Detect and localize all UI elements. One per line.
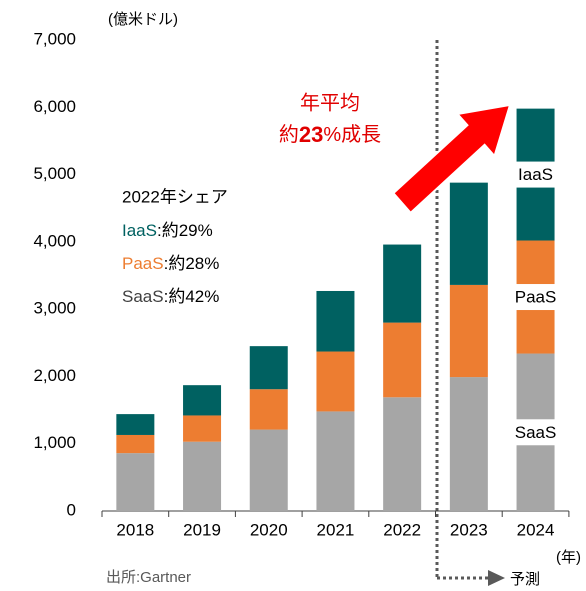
bar-segment (383, 397, 422, 511)
forecast-label: 予測 (510, 571, 540, 588)
share-text: :約42% (164, 287, 220, 306)
bar-segment (249, 429, 288, 511)
bar-segment (383, 244, 422, 323)
share-row: SaaS:約42% (122, 287, 219, 306)
x-tick-label: 2021 (317, 520, 355, 539)
x-tick-label: 2018 (116, 520, 154, 539)
bar-segment (183, 385, 222, 416)
bar-segment (449, 284, 488, 378)
series-label-bg (507, 284, 564, 311)
series-label: IaaS (518, 165, 553, 184)
growth-part: 約 (279, 123, 299, 146)
x-tick-label: 2022 (383, 520, 421, 539)
bar-segment (116, 453, 155, 511)
y-tick-label: 2,000 (33, 366, 76, 385)
series-label-bg (507, 161, 564, 188)
y-tick-label: 3,000 (33, 299, 76, 318)
y-tick-label: 4,000 (33, 231, 76, 250)
x-axis-label: (年) (556, 549, 581, 566)
series-label-bg (507, 419, 564, 446)
unit-label: (億米ドル) (108, 11, 178, 28)
bar-segment (116, 434, 155, 454)
share-name: IaaS (122, 221, 157, 240)
bar-segment (449, 377, 488, 511)
bar-segment (249, 346, 288, 390)
bar-segment (183, 441, 222, 511)
y-tick-label: 1,000 (33, 433, 76, 452)
growth-arrow (392, 103, 512, 215)
share-row: PaaS:約28% (122, 254, 219, 273)
bar-segment (316, 351, 355, 412)
bar-segment (316, 411, 355, 511)
growth-part: %成長 (323, 123, 381, 146)
x-tick-label: 2024 (517, 520, 555, 539)
source: 出所:Gartner (106, 569, 191, 586)
forecast-arrow-head (488, 570, 505, 586)
series-label: SaaS (515, 423, 557, 442)
bar-segment (383, 322, 422, 398)
bar-segment (449, 182, 488, 285)
y-tick-label: 7,000 (33, 29, 76, 48)
share-title: 2022年シェア (122, 187, 228, 206)
bar-segment (249, 389, 288, 430)
growth-line1: 年平均 (300, 91, 360, 114)
y-tick-label: 6,000 (33, 97, 76, 116)
growth-line2: 約23%成長 (279, 122, 381, 147)
share-name: PaaS (122, 254, 164, 273)
bar-segment (183, 415, 222, 442)
share-row: IaaS:約29% (122, 221, 213, 240)
share-box (118, 180, 270, 312)
share-name: SaaS (122, 287, 164, 306)
plot: 0 1,000 2,000 3,000 4,000 5,000 6,000 7,000 2018… (33, 29, 570, 539)
x-tick-label: 2020 (250, 520, 288, 539)
x-tick-label: 2019 (183, 520, 221, 539)
y-tick-label: 0 (67, 500, 76, 519)
growth-part: 23 (299, 122, 323, 147)
x-tick-label: 2023 (450, 520, 488, 539)
bar-segment (116, 414, 155, 435)
series-label: PaaS (515, 288, 557, 307)
y-tick-label: 5,000 (33, 164, 76, 183)
bar-segment (316, 290, 355, 352)
share-text: :約29% (157, 221, 213, 240)
share-text: :約28% (164, 254, 220, 273)
